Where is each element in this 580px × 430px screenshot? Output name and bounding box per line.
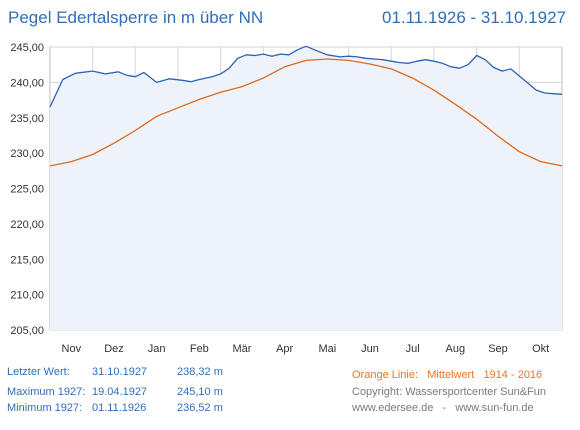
x-tick-label: Dez [104, 343, 124, 355]
y-axis-ticks: 205,00 210,00 215,00 220,00 225,00 230,00 235,… [10, 42, 44, 337]
level-fill [50, 46, 562, 331]
mean-level-line [49, 58, 563, 167]
x-tick-label: Nov [62, 343, 82, 355]
website-links: www.edersee.de - www.sun-fun.de [352, 402, 534, 414]
maximum-date: 19.04.1927 [92, 386, 148, 398]
x-tick-label: Mär [233, 343, 252, 355]
date-range: 01.11.1926 - 31.10.1927 [381, 8, 566, 27]
y-tick-label: 240,00 [10, 77, 44, 89]
maximum-label: Maximum 1927: [7, 386, 86, 398]
x-tick-label: Okt [532, 343, 549, 355]
series-lines [49, 45, 563, 167]
website-separator: - [442, 402, 447, 414]
y-tick-label: 230,00 [10, 148, 44, 160]
x-tick-label: Jun [361, 343, 379, 355]
legend-mean-label: Orange Linie: [352, 369, 419, 381]
x-axis-ticks: Nov Dez Jan Feb Mär Apr Mai Jun Jul Aug Sep Okt [62, 343, 550, 355]
website-edersee-link[interactable]: www.edersee.de [352, 402, 434, 414]
legend-mean-desc: Mittelwert [427, 369, 475, 381]
legend-mean-range: 1914 - 2016 [483, 369, 543, 381]
last-value-date: 31.10.1927 [92, 366, 148, 378]
legend-mean: Orange Linie: Mittelwert 1914 - 2016 [352, 369, 542, 381]
website-sunfun-link[interactable]: www.sun-fun.de [455, 402, 534, 414]
copyright: Copyright: Wassersportcenter Sun&Fun [352, 386, 547, 398]
chart-title: Pegel Edertalsperre in m über NN [8, 8, 264, 27]
x-tick-label: Aug [446, 343, 466, 355]
level-area-fill [50, 46, 562, 331]
water-level-line [49, 45, 563, 108]
y-tick-label: 215,00 [10, 254, 44, 266]
y-tick-label: 245,00 [10, 42, 44, 54]
x-tick-label: Sep [488, 343, 508, 355]
y-tick-label: 220,00 [10, 219, 44, 231]
y-tick-label: 210,00 [10, 290, 44, 302]
y-tick-label: 205,00 [10, 325, 44, 337]
x-tick-label: Jan [148, 343, 166, 355]
minimum-amount: 236,52 m [177, 402, 223, 414]
y-tick-label: 235,00 [10, 113, 44, 125]
x-tick-label: Apr [276, 343, 293, 355]
last-value-amount: 238,32 m [177, 366, 223, 378]
y-tick-label: 225,00 [10, 184, 44, 196]
last-value-label: Letzter Wert: [7, 366, 70, 378]
x-tick-label: Mai [318, 343, 336, 355]
minimum-date: 01.11.1926 [92, 402, 147, 414]
x-tick-label: Feb [190, 343, 209, 355]
maximum-amount: 245,10 m [177, 386, 223, 398]
chart-area: 205,00 210,00 215,00 220,00 225,00 230,00 235,… [10, 42, 563, 355]
x-tick-label: Jul [406, 343, 420, 355]
minimum-label: Minimum 1927: [7, 402, 83, 414]
